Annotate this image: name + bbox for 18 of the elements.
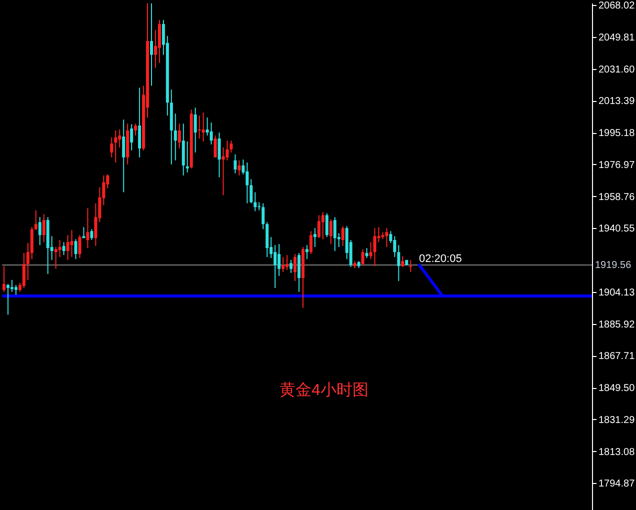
y-tick-label: 1831.29 [598,414,636,426]
y-tick-label: 1867.71 [598,351,636,362]
y-tick-label: 1813.08 [598,446,636,458]
y-tick-label: 1794.87 [598,478,636,490]
y-tick-label: 2068.02 [598,0,636,12]
y-tick-label: 1849.50 [598,383,636,394]
annotation: 黄金4小时图 [280,381,368,399]
y-tick-label: 1904.13 [598,287,636,298]
y-tick-label: 2031.60 [598,64,636,76]
annotation: 02:20:05 [419,253,462,265]
y-tick-label: 2049.81 [598,32,636,44]
y-tick-label: 1885.92 [598,319,636,330]
y-tick-label: 2013.39 [598,96,636,108]
y-tick-label: 1995.18 [598,128,636,140]
y-tick-label: 1976.97 [598,160,636,171]
y-tick-label: 1940.55 [598,224,636,235]
ref-line-label: 1919.56 [595,260,632,271]
y-tick-label: 1958.76 [598,192,636,203]
